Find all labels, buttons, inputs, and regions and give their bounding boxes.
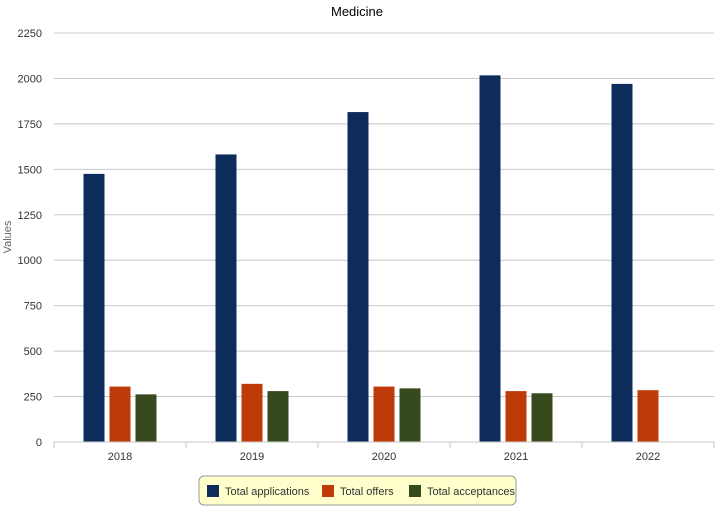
y-tick-label: 250 xyxy=(24,392,42,404)
x-axis xyxy=(53,441,715,448)
bar xyxy=(109,386,131,442)
legend-swatch xyxy=(409,485,421,497)
legend-box xyxy=(198,475,517,506)
y-tick-label: 750 xyxy=(24,301,42,313)
legend: Total applications Total offers Total acce… xyxy=(198,475,517,506)
x-tick-label: 2019 xyxy=(240,451,264,463)
grid-lines xyxy=(54,32,714,398)
x-tick-label: 2018 xyxy=(108,451,132,463)
y-tick-label: 1500 xyxy=(18,164,42,176)
bars xyxy=(83,75,659,443)
bar xyxy=(215,154,237,442)
bar xyxy=(267,391,289,442)
legend-swatch xyxy=(322,485,334,497)
x-tick-label: 2020 xyxy=(372,451,396,463)
bar xyxy=(531,393,553,442)
legend-label: Total acceptances xyxy=(427,486,516,498)
x-tick-labels: 2018 2019 2020 2021 2022 xyxy=(108,451,660,463)
bar xyxy=(637,390,659,442)
legend-label: Total offers xyxy=(340,486,394,498)
bar xyxy=(611,83,633,443)
y-tick-label: 500 xyxy=(24,346,42,358)
bar xyxy=(135,394,157,442)
bar xyxy=(241,383,263,442)
bar xyxy=(505,391,527,442)
bar xyxy=(83,173,105,442)
y-tick-label: 1750 xyxy=(18,119,42,131)
bar xyxy=(479,75,501,443)
y-tick-labels: 0 250 500 750 1000 1250 1500 1750 2000 2250 xyxy=(18,28,42,449)
legend-label: Total applications xyxy=(225,486,310,498)
bar xyxy=(347,112,369,442)
y-tick-label: 1000 xyxy=(18,255,42,267)
y-tick-label: 2000 xyxy=(18,73,42,85)
legend-swatch xyxy=(207,485,219,497)
y-tick-label: 1250 xyxy=(18,210,42,222)
bar xyxy=(399,388,421,442)
y-tick-label: 2250 xyxy=(18,28,42,40)
y-tick-label: 0 xyxy=(36,437,42,449)
x-tick-label: 2021 xyxy=(504,451,528,463)
y-axis-label: Values xyxy=(2,220,14,253)
x-tick-label: 2022 xyxy=(636,451,660,463)
chart-title: Medicine xyxy=(331,4,383,19)
bar xyxy=(373,386,395,442)
